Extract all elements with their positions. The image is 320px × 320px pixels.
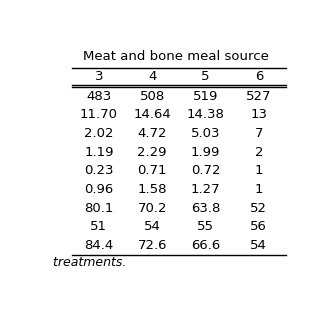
Text: 72.6: 72.6 bbox=[138, 239, 167, 252]
Text: 70.2: 70.2 bbox=[138, 202, 167, 215]
Text: 11.70: 11.70 bbox=[80, 108, 118, 122]
Text: 13: 13 bbox=[250, 108, 268, 122]
Text: 4.72: 4.72 bbox=[138, 127, 167, 140]
Text: 56: 56 bbox=[251, 220, 267, 234]
Text: 55: 55 bbox=[197, 220, 214, 234]
Text: 508: 508 bbox=[140, 90, 165, 103]
Text: 527: 527 bbox=[246, 90, 272, 103]
Text: 1.19: 1.19 bbox=[84, 146, 114, 159]
Text: 483: 483 bbox=[86, 90, 112, 103]
Text: 6: 6 bbox=[255, 70, 263, 83]
Text: 0.72: 0.72 bbox=[191, 164, 220, 178]
Text: 54: 54 bbox=[251, 239, 267, 252]
Text: 54: 54 bbox=[144, 220, 161, 234]
Text: 0.23: 0.23 bbox=[84, 164, 114, 178]
Text: 5: 5 bbox=[201, 70, 210, 83]
Text: 0.96: 0.96 bbox=[84, 183, 114, 196]
Text: 1: 1 bbox=[255, 183, 263, 196]
Text: 519: 519 bbox=[193, 90, 218, 103]
Text: 84.4: 84.4 bbox=[84, 239, 114, 252]
Text: 80.1: 80.1 bbox=[84, 202, 114, 215]
Text: 7: 7 bbox=[255, 127, 263, 140]
Text: 1.58: 1.58 bbox=[138, 183, 167, 196]
Text: 3: 3 bbox=[95, 70, 103, 83]
Text: 2.02: 2.02 bbox=[84, 127, 114, 140]
Text: 2.29: 2.29 bbox=[138, 146, 167, 159]
Text: 14.38: 14.38 bbox=[187, 108, 224, 122]
Text: 63.8: 63.8 bbox=[191, 202, 220, 215]
Text: 1.99: 1.99 bbox=[191, 146, 220, 159]
Text: 1: 1 bbox=[255, 164, 263, 178]
Text: 66.6: 66.6 bbox=[191, 239, 220, 252]
Text: 52: 52 bbox=[250, 202, 268, 215]
Text: 51: 51 bbox=[91, 220, 108, 234]
Text: 2: 2 bbox=[255, 146, 263, 159]
Text: Meat and bone meal source: Meat and bone meal source bbox=[84, 50, 269, 63]
Text: 1.27: 1.27 bbox=[191, 183, 220, 196]
Text: 0.71: 0.71 bbox=[138, 164, 167, 178]
Text: treatments.: treatments. bbox=[45, 256, 126, 269]
Text: 5.03: 5.03 bbox=[191, 127, 220, 140]
Text: 4: 4 bbox=[148, 70, 156, 83]
Text: 14.64: 14.64 bbox=[133, 108, 171, 122]
